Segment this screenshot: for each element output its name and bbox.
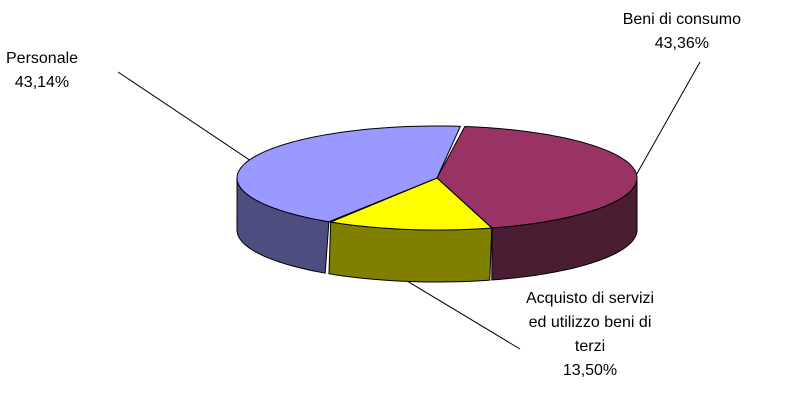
slice-name-line-2: ed utilizzo beni di <box>528 314 652 331</box>
slice-label-personale: Personale 43,14% <box>6 47 78 95</box>
slice-name-line-3: terzi <box>574 338 606 355</box>
slice-name: Personale <box>6 50 79 67</box>
leader-line-1 <box>407 281 521 350</box>
leader-line-2 <box>117 71 250 161</box>
leader-line-0 <box>636 61 701 175</box>
slice-name-line-1: Acquisto di servizi <box>526 290 655 307</box>
slice-name: Beni di consumo <box>622 11 741 28</box>
pie-tops <box>236 125 638 231</box>
slice-percent: 43,36% <box>654 35 709 52</box>
slice-top-2 <box>236 125 462 223</box>
slice-percent: 43,14% <box>14 74 70 91</box>
slice-label-acquisto-servizi: Acquisto di servizi ed utilizzo beni di … <box>526 287 654 383</box>
slice-percent: 13,50% <box>562 362 618 379</box>
slice-top-1 <box>328 177 494 231</box>
slice-side-1 <box>328 221 493 283</box>
leader-lines <box>117 61 701 350</box>
slice-label-beni-di-consumo: Beni di consumo 43,36% <box>623 8 741 56</box>
